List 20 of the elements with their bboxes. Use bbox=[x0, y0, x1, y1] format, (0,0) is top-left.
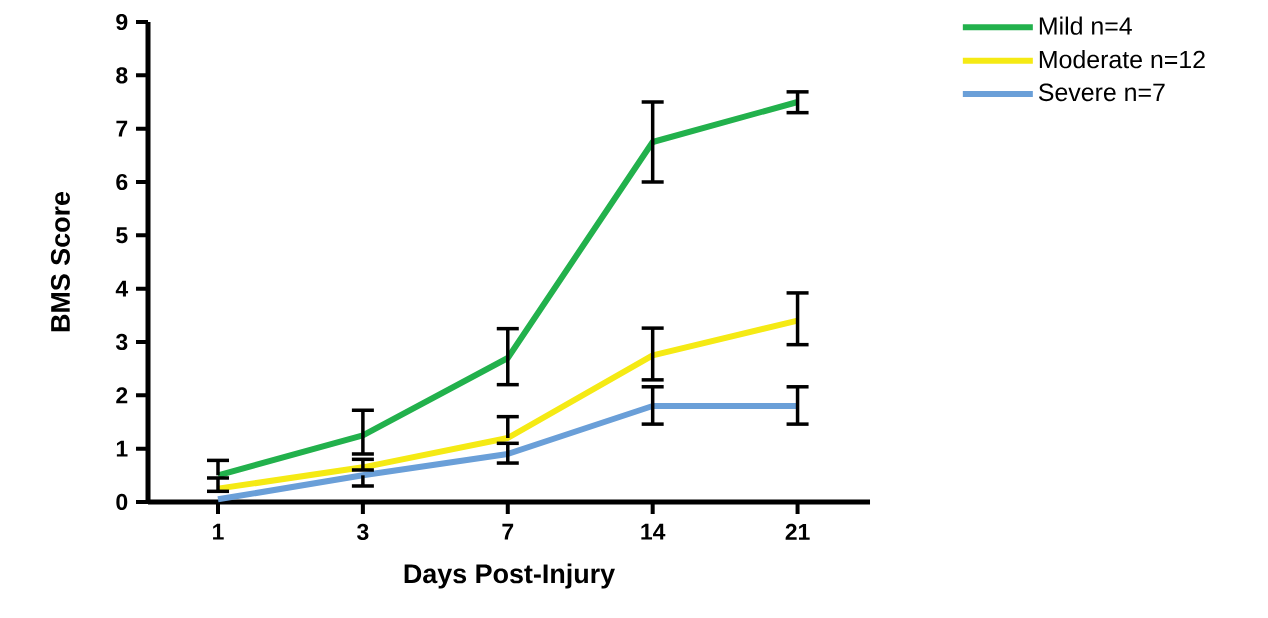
x-tick-label: 3 bbox=[357, 523, 369, 541]
y-tick-label: 9 bbox=[116, 13, 128, 31]
y-tick-label: 8 bbox=[116, 67, 128, 84]
legend-label: Mild n=4 bbox=[1039, 16, 1132, 35]
y-tick-label: 1 bbox=[116, 440, 128, 457]
y-tick-label: 2 bbox=[116, 387, 128, 404]
y-tick-label: 4 bbox=[115, 280, 129, 297]
x-tick-label: 14 bbox=[641, 523, 666, 540]
y-tick-label: 5 bbox=[116, 227, 128, 244]
y-tick-label: 7 bbox=[116, 120, 128, 137]
legend-label: Severe n=7 bbox=[1038, 83, 1165, 102]
x-tick-label: 21 bbox=[785, 523, 810, 540]
y-tick-label: 6 bbox=[116, 173, 128, 191]
x-axis-title: Days Post-Injury bbox=[404, 563, 615, 589]
y-tick-label: 3 bbox=[115, 333, 128, 351]
legend-label: Moderate n=12 bbox=[1039, 50, 1205, 69]
x-tick-label: 1 bbox=[213, 523, 224, 540]
y-axis-title: BMS Score bbox=[50, 191, 70, 332]
x-tick-label: 7 bbox=[502, 523, 514, 540]
y-tick-label: 0 bbox=[116, 493, 128, 511]
